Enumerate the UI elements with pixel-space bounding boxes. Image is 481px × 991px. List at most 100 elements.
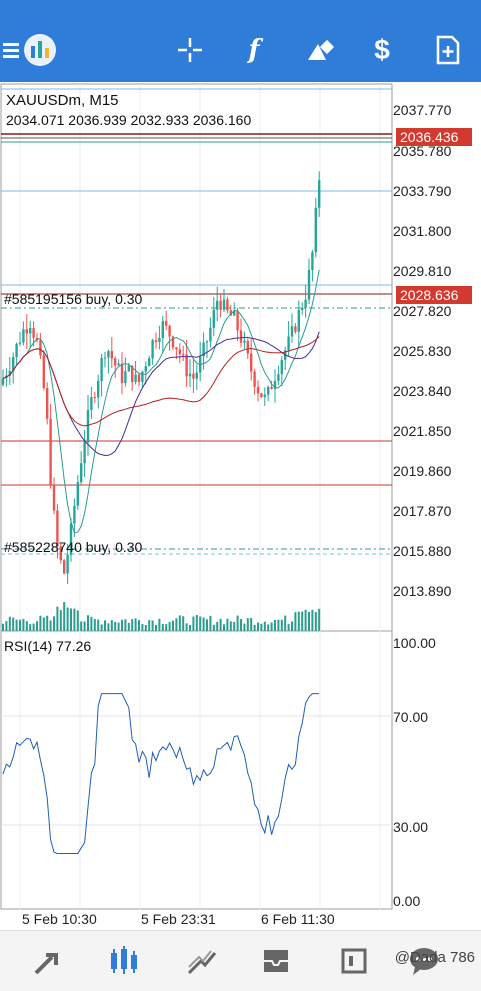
candle-body: [260, 393, 263, 397]
price-label: 2031.800: [393, 223, 452, 239]
history-icon[interactable]: [258, 943, 294, 979]
candle-body: [107, 351, 110, 358]
candle-body: [168, 325, 171, 337]
candle-body: [318, 180, 321, 208]
quotes-icon[interactable]: [30, 943, 66, 979]
candle-body: [290, 326, 294, 337]
volume-bar: [104, 620, 106, 631]
new-order-icon[interactable]: [430, 32, 466, 68]
candle-body: [151, 340, 154, 359]
volume-bar: [124, 619, 127, 631]
app-logo: [22, 32, 58, 68]
price-label: 2037.770: [393, 102, 452, 118]
volume-bar: [263, 621, 266, 631]
candle-body: [188, 373, 192, 377]
candle-body: [32, 327, 35, 338]
candle-body: [49, 418, 52, 485]
volume-bar: [304, 609, 307, 631]
volume-bar: [314, 611, 317, 631]
price-label: 2013.890: [393, 583, 452, 599]
candle-body: [192, 373, 195, 379]
candle-body: [73, 505, 76, 524]
volume-bar: [36, 621, 38, 631]
volume-bar: [117, 622, 120, 631]
candle-body: [195, 372, 198, 379]
price-label: 2027.820: [393, 303, 452, 319]
chart-area[interactable]: XAUUSDm, M15 2034.071 2036.939 2032.933 …: [0, 82, 481, 930]
candle-body: [46, 387, 49, 419]
chart-icon[interactable]: [106, 943, 142, 979]
menu-icon[interactable]: [0, 32, 30, 68]
candle-body: [253, 371, 256, 387]
volume-bar: [185, 623, 188, 631]
volume-bar: [189, 624, 191, 631]
volume-bar: [83, 621, 86, 631]
order-label[interactable]: #585228740 buy, 0.30: [4, 539, 143, 555]
candle-body: [127, 365, 130, 372]
bid-price-tag: 2036.436: [396, 128, 472, 146]
candle-body: [229, 310, 232, 316]
volume-bar: [76, 610, 79, 631]
volume-bar: [301, 611, 304, 631]
candle-body: [304, 299, 307, 308]
messages-icon[interactable]: [338, 943, 374, 979]
volume-bar: [87, 615, 89, 631]
top-toolbar: f $: [0, 8, 481, 82]
volume-bar: [277, 619, 280, 631]
volume-bar: [80, 621, 83, 631]
volume-bar: [209, 615, 212, 631]
candle-body: [83, 442, 86, 464]
volume-bar: [151, 620, 154, 631]
candle-body: [86, 409, 90, 443]
volume-bar: [219, 618, 222, 631]
candle-body: [311, 252, 314, 270]
volume-bar: [131, 619, 134, 631]
candle-body: [263, 394, 266, 397]
volume-bar: [110, 620, 113, 631]
volume-bar: [287, 624, 290, 631]
volume-bar: [182, 616, 185, 631]
volume-bar: [308, 611, 310, 631]
volume-bar: [274, 620, 276, 631]
volume-bar: [260, 623, 263, 631]
rsi-line: [2, 693, 320, 855]
volume-bar: [246, 618, 249, 631]
volume-bar: [216, 621, 219, 631]
trade-icon[interactable]: [184, 943, 220, 979]
volume-bar: [70, 608, 72, 631]
volume-bar: [158, 618, 161, 631]
crosshair-icon[interactable]: [172, 32, 208, 68]
candle-body: [137, 374, 141, 382]
chart-canvas[interactable]: [0, 82, 481, 930]
indicator-f-icon[interactable]: f: [248, 35, 260, 65]
chat-icon[interactable]: [406, 943, 442, 979]
volume-bar: [114, 621, 117, 631]
rsi-level-label: 0.00: [393, 893, 421, 909]
candle-body: [270, 386, 273, 389]
volume-bar: [93, 618, 96, 631]
price-label: 2023.840: [393, 383, 452, 399]
objects-icon[interactable]: [302, 32, 338, 68]
candle-body: [175, 347, 178, 350]
watermark-text: @Dada 786: [394, 949, 475, 966]
candle-body: [76, 482, 79, 506]
trade-dollar-icon[interactable]: $: [374, 34, 390, 65]
candle-body: [239, 330, 243, 343]
candle-body: [141, 371, 144, 382]
volume-bar: [297, 611, 300, 631]
candle-body: [205, 341, 209, 343]
candle-body: [154, 340, 158, 343]
volume-bar: [148, 620, 151, 631]
candle-body: [256, 386, 260, 394]
time-label: 5 Feb 10:30: [22, 911, 97, 927]
volume-bar: [32, 623, 35, 631]
candle-body: [178, 349, 181, 355]
order-price-tag: 2028.636: [396, 286, 472, 304]
volume-bar: [138, 620, 140, 631]
volume-bar: [46, 615, 49, 631]
volume-bar: [168, 621, 171, 631]
volume-bar: [192, 616, 195, 631]
candle-body: [120, 363, 124, 383]
volume-bar: [97, 619, 100, 631]
order-label[interactable]: #585195156 buy, 0.30: [4, 291, 143, 307]
